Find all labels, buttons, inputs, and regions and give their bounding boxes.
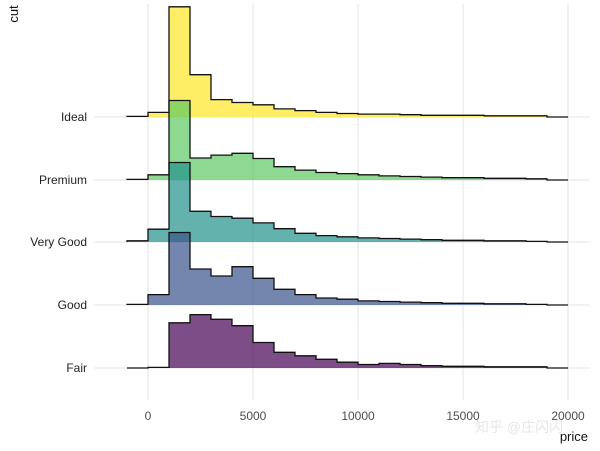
- x-tick-label: 20000: [551, 409, 585, 423]
- x-tick-label: 15000: [446, 409, 480, 423]
- category-label: Premium: [39, 173, 87, 187]
- x-axis-title: price: [560, 429, 588, 444]
- ridge-fill-fair: [127, 314, 568, 368]
- ridge-fill-ideal: [127, 6, 568, 117]
- ridge-outline-fair: [127, 313, 568, 369]
- ridge-outline-ideal: [126, 6, 568, 118]
- x-tick-label: 0: [145, 409, 152, 423]
- y-axis-title: cut: [6, 5, 21, 23]
- ridge-fill-good: [127, 232, 568, 305]
- watermark: 知乎 @庄闪闪: [475, 419, 563, 435]
- label-layer: 0 5000 10000 15000 20000 Ideal Premium Very Goo…: [30, 110, 585, 423]
- ridge-fill-premium: [127, 100, 568, 180]
- category-label: Very Good: [30, 235, 87, 249]
- x-tick-label: 5000: [240, 409, 267, 423]
- category-label: Good: [58, 298, 87, 312]
- x-tick-label: 10000: [341, 409, 375, 423]
- ridge-outline-good: [126, 231, 568, 306]
- ridge-fill-very-good: [127, 162, 568, 242]
- ridge-layer: [126, 6, 568, 369]
- category-label: Ideal: [61, 110, 87, 124]
- ridge-outline-premium: [126, 99, 568, 181]
- ridge-outline-very-good: [126, 161, 568, 243]
- category-label: Fair: [66, 361, 87, 375]
